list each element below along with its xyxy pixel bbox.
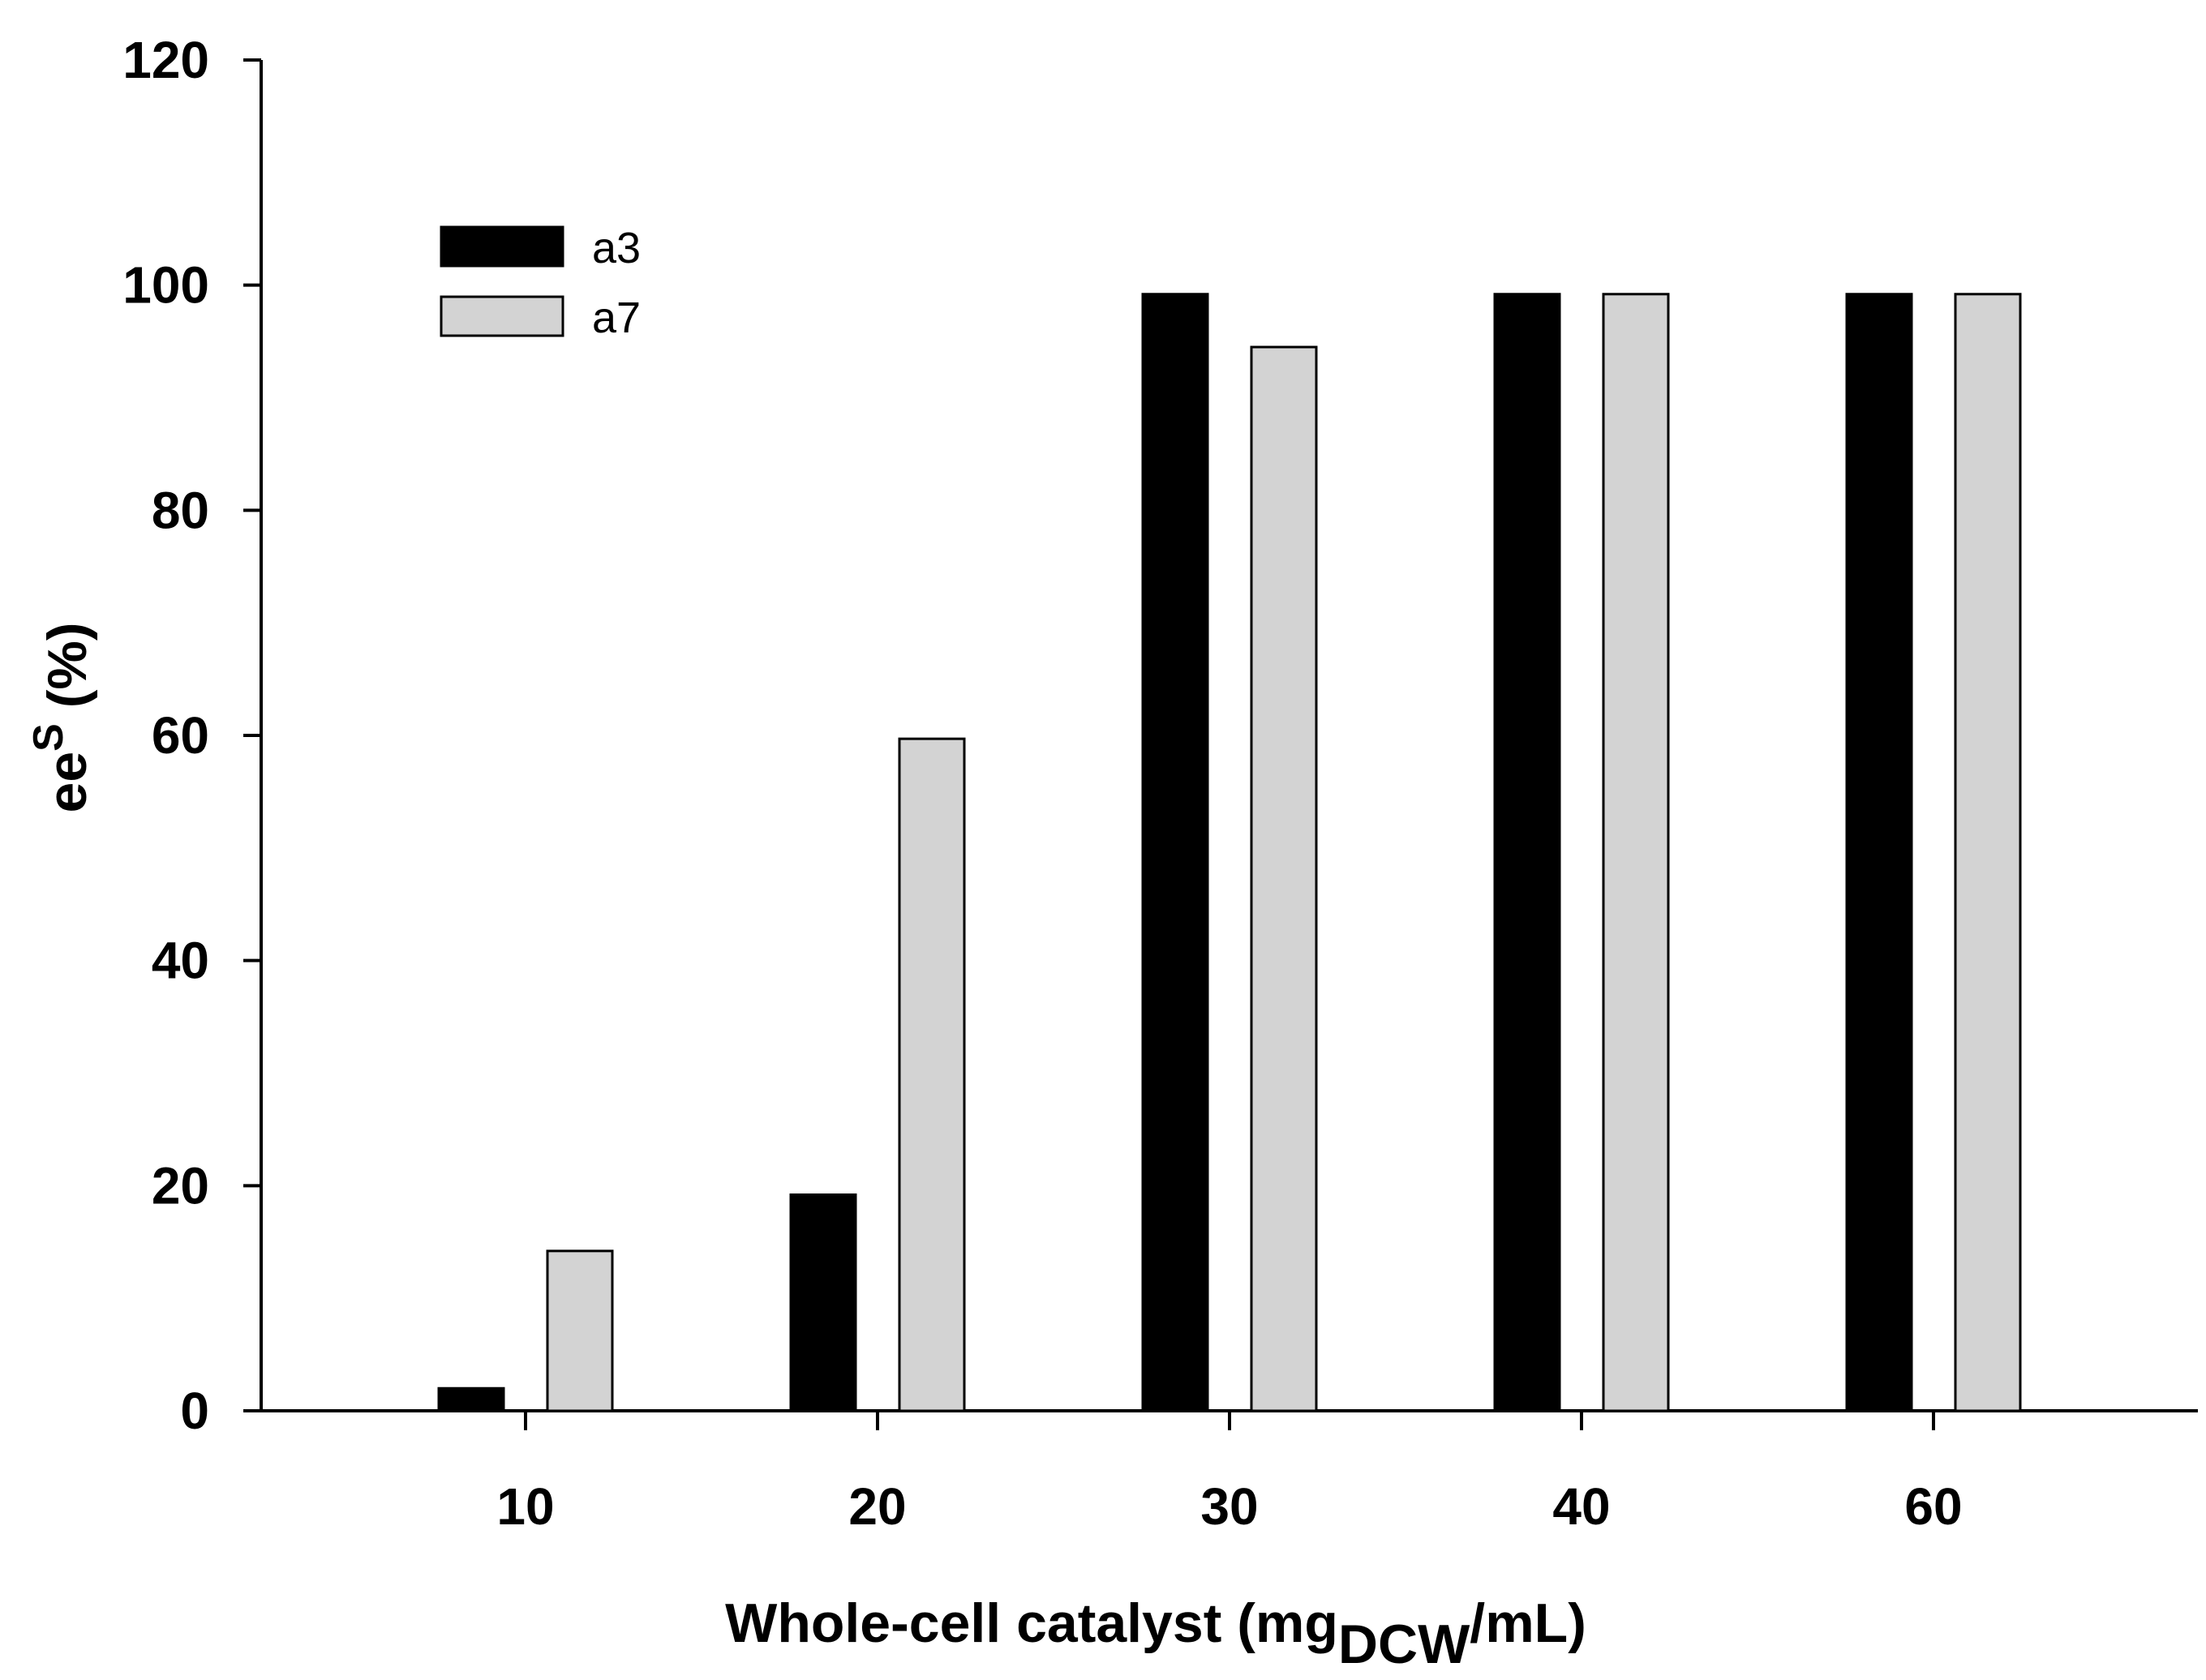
y-axis-title: eeS (%)	[25, 623, 98, 813]
y-axis-title-sup: S	[25, 723, 72, 752]
y-tick-label: 80	[152, 481, 209, 539]
bar-a7-40	[1602, 293, 1670, 1412]
y-tick-label: 0	[180, 1382, 209, 1440]
bar-a7-10	[546, 1249, 614, 1412]
x-axis-title-main: Whole-cell catalyst (mg	[725, 1592, 1338, 1654]
y-tick-label: 100	[122, 256, 209, 315]
x-ticks: 10 20 30 40 60	[496, 1411, 1963, 1536]
x-tick-label: 30	[1200, 1477, 1258, 1536]
bar-a7-20	[898, 737, 966, 1412]
legend-swatch-a3	[440, 225, 564, 268]
y-axis-title-tail: (%)	[36, 623, 98, 724]
bar-a3-20	[789, 1193, 857, 1412]
bar-a7-30	[1250, 345, 1318, 1412]
x-axis-title-tail: /mL)	[1470, 1592, 1586, 1654]
y-tick-label: 60	[152, 706, 209, 765]
bar-a7-60	[1954, 293, 2022, 1412]
x-axis-title-sub: DCW	[1338, 1614, 1470, 1675]
legend-swatch-a7	[440, 295, 564, 337]
bar-a3-10	[437, 1386, 505, 1412]
y-ticks: 0 20 40 60 80 100 120	[122, 31, 261, 1440]
x-tick-label: 60	[1904, 1477, 1962, 1536]
bar-a3-40	[1493, 293, 1561, 1412]
bar-a3-60	[1845, 293, 1913, 1412]
x-tick-label: 10	[496, 1477, 554, 1536]
y-tick-label: 20	[152, 1156, 209, 1215]
y-tick-label: 120	[122, 31, 209, 89]
legend-label-a3: a3	[592, 224, 641, 272]
x-axis-title: Whole-cell catalyst (mgDCW/mL)	[725, 1592, 1586, 1675]
x-tick-label: 40	[1552, 1477, 1610, 1536]
bars	[437, 293, 2022, 1412]
y-axis-title-main: ee	[36, 752, 98, 813]
y-tick-label: 40	[152, 932, 209, 990]
legend: a3 a7	[440, 224, 641, 342]
legend-label-a7: a7	[592, 294, 641, 342]
bar-a3-30	[1141, 293, 1209, 1412]
x-tick-label: 20	[848, 1477, 906, 1536]
